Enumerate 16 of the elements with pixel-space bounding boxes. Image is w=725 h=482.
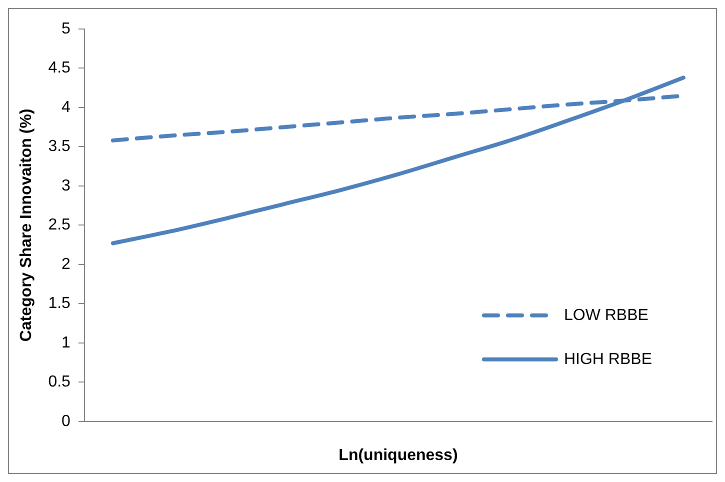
y-tick-label: 3.5 (48, 138, 71, 156)
y-tick-label: 4 (62, 98, 71, 116)
y-tick-label: 1 (62, 334, 71, 352)
x-axis-title: Ln(uniqueness) (338, 446, 458, 464)
y-tick-label: 0.5 (48, 374, 71, 391)
y-tick-label: 0 (62, 412, 71, 430)
y-tick-label: 2 (62, 256, 71, 273)
y-axis-title: Category Share Innovaiton (%) (18, 108, 36, 342)
line-series (110, 76, 686, 246)
y-tick-label: 3 (62, 177, 71, 194)
y-tick-label: 4.5 (48, 60, 71, 77)
legend-label: LOW RBBE (564, 306, 648, 324)
legend-label: HIGH RBBE (564, 350, 652, 368)
y-tick-label: 2.5 (48, 216, 71, 234)
y-tick-label: 1.5 (48, 295, 71, 312)
y-tick-label: 5 (62, 20, 71, 38)
